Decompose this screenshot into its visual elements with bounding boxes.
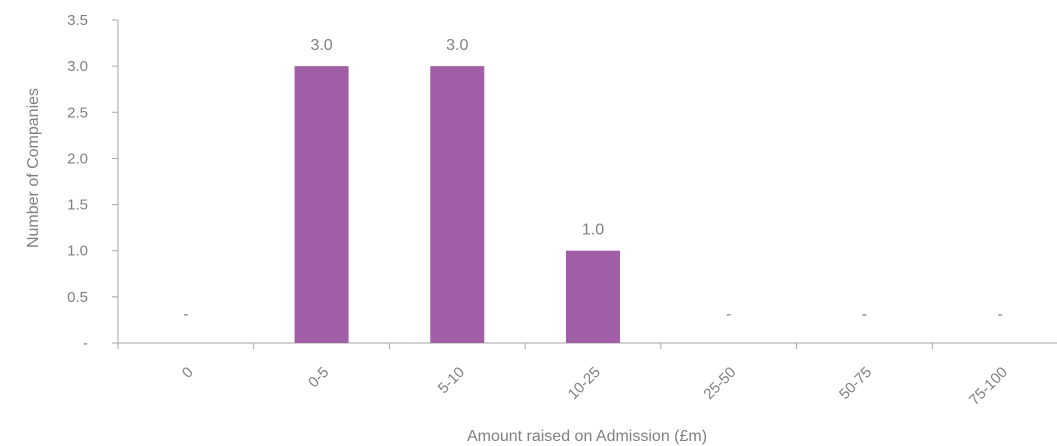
x-tick-label: 75-100 [966, 364, 1011, 409]
bars [294, 66, 620, 344]
bar [294, 66, 349, 344]
x-tick-label: 0-5 [305, 364, 332, 391]
y-tick-label: 2.5 [67, 104, 88, 121]
bar [430, 66, 485, 344]
x-axis-title: Amount raised on Admission (£m) [467, 428, 707, 445]
data-labels: - 3.0 3.0 1.0 - - - [183, 37, 1003, 323]
data-label: - [183, 306, 188, 323]
y-tick-label: 1.0 [67, 243, 88, 260]
y-axis-title: Number of Companies [25, 88, 42, 248]
y-tick-label: 3.0 [67, 58, 88, 75]
data-label: 3.0 [446, 37, 468, 54]
data-label: - [862, 306, 867, 323]
x-tick-label: 5-10 [435, 364, 468, 397]
data-label: 1.0 [582, 222, 604, 239]
x-tick-label: 0 [179, 364, 197, 382]
x-tick-label: 25-50 [700, 364, 739, 403]
y-tick-label: - [83, 335, 88, 352]
x-axis: 0 0-5 5-10 10-25 25-50 50-75 75-100 [117, 342, 1057, 409]
x-tick-label: 50-75 [836, 364, 875, 403]
data-label: 3.0 [310, 37, 332, 54]
data-label: - [997, 306, 1002, 323]
x-tick-label: 10-25 [565, 364, 604, 403]
y-tick-label: 3.5 [67, 12, 88, 29]
y-axis: - 0.5 1.0 1.5 2.0 2.5 3.0 3.5 [67, 12, 119, 352]
bar [566, 250, 620, 343]
y-tick-label: 0.5 [67, 289, 88, 306]
y-tick-label: 1.5 [67, 197, 88, 214]
y-tick-label: 2.0 [67, 150, 88, 167]
data-label: - [726, 306, 731, 323]
